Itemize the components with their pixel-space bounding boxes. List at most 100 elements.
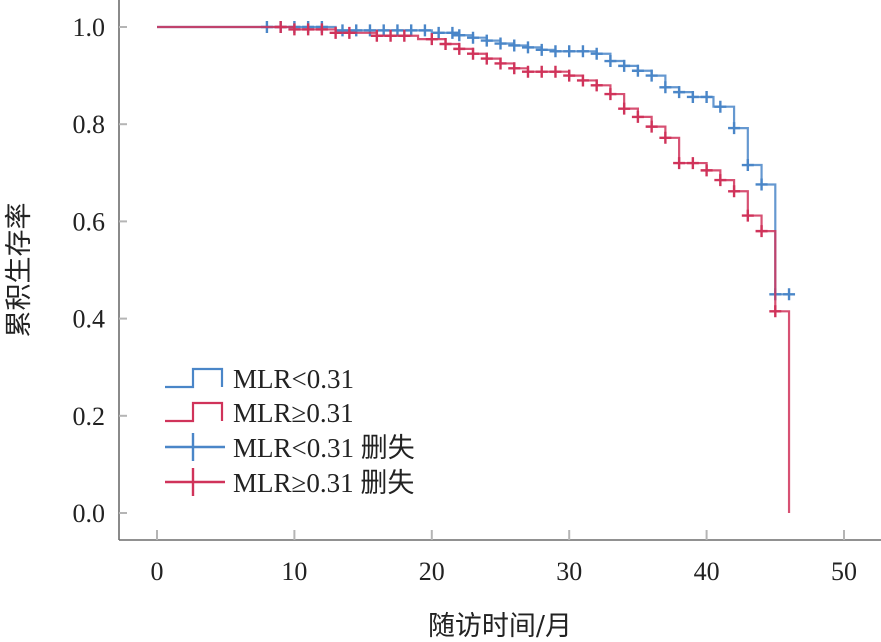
- x-tick-label: 20: [419, 557, 445, 586]
- censor-mark: [755, 225, 768, 238]
- y-ticks: 0.0 0.2 0.4 0.6 0.8 1.0: [73, 13, 127, 528]
- legend-label: MLR≥0.31: [233, 398, 354, 428]
- censor-mark: [432, 26, 445, 39]
- censor-mark: [645, 69, 658, 82]
- legend-label: MLR≥0.31 删失: [233, 468, 414, 498]
- censor-mark: [336, 24, 349, 37]
- censor-mark: [631, 64, 644, 77]
- legend-censor-symbol: [165, 468, 225, 496]
- censor-mark: [439, 38, 452, 51]
- y-tick-label: 0.8: [73, 110, 106, 139]
- censor-mark: [274, 21, 287, 33]
- censor-mark: [467, 47, 480, 60]
- censor-mark: [659, 131, 672, 144]
- censor-mark: [508, 62, 521, 75]
- legend-label: MLR<0.31: [233, 364, 354, 394]
- x-tick-label: 0: [151, 557, 164, 586]
- x-axis-title: 随访时间/月: [428, 611, 572, 642]
- x-tick-label: 50: [831, 557, 857, 586]
- censor-mark: [494, 37, 507, 50]
- censor-mark: [604, 88, 617, 101]
- censor-mark: [418, 24, 431, 37]
- y-tick-label: 1.0: [73, 13, 106, 42]
- legend-step-symbol: [165, 401, 224, 423]
- legend-item: MLR≥0.31: [165, 398, 354, 428]
- censor-mark: [398, 29, 411, 42]
- censor-mark: [467, 31, 480, 44]
- censor-mark: [480, 34, 493, 47]
- legend-label: MLR<0.31 删失: [233, 433, 415, 463]
- censor-mark: [563, 45, 576, 58]
- legend-step-symbol: [165, 367, 224, 389]
- legend-censor-symbol: [165, 433, 225, 461]
- censor-mark: [425, 33, 438, 46]
- censor-mark: [590, 79, 603, 92]
- censor-mark: [673, 157, 686, 170]
- x-tick-label: 30: [556, 557, 582, 586]
- censor-mark: [576, 74, 589, 87]
- legend: MLR<0.31 MLR≥0.31 MLR<0.31 删失 MLR≥0.31 删失: [165, 364, 415, 498]
- y-tick-label: 0.0: [73, 499, 106, 528]
- censor-mark: [728, 122, 741, 135]
- censor-mark: [405, 24, 418, 37]
- censor-mark: [446, 26, 459, 39]
- censor-mark: [521, 65, 534, 78]
- censor-mark: [741, 209, 754, 222]
- censor-mark: [686, 90, 699, 103]
- censor-mark: [508, 39, 521, 52]
- censor-mark: [659, 81, 672, 94]
- censor-mark: [604, 55, 617, 68]
- censor-mark: [391, 24, 404, 37]
- censor-mark: [728, 185, 741, 198]
- censor-mark: [535, 43, 548, 56]
- survival-curve: [157, 25, 790, 296]
- x-ticks: 0 10 20 30 40 50: [151, 530, 857, 586]
- censor-mark: [700, 90, 713, 103]
- y-tick-label: 0.4: [73, 305, 106, 334]
- series-layer: [157, 21, 796, 513]
- censor-mark: [329, 26, 342, 39]
- censor-mark: [370, 29, 383, 42]
- censor-mark: [673, 86, 686, 99]
- y-tick-label: 0.6: [73, 207, 106, 236]
- censor-mark: [453, 42, 466, 55]
- censor-mark: [618, 102, 631, 115]
- legend-item: MLR<0.31 删失: [165, 433, 415, 463]
- y-axis-title: 累积生存率: [4, 203, 35, 338]
- censor-mark: [700, 164, 713, 177]
- censor-mark: [315, 23, 328, 36]
- censor-mark: [494, 57, 507, 70]
- censor-mark: [549, 45, 562, 58]
- censor-mark: [343, 26, 356, 39]
- censor-mark: [590, 47, 603, 60]
- censor-mark: [563, 69, 576, 82]
- y-tick-label: 0.2: [73, 402, 106, 431]
- censor-mark: [453, 29, 466, 42]
- censor-mark: [714, 100, 727, 113]
- censor-mark: [714, 174, 727, 187]
- legend-item: MLR≥0.31 删失: [165, 468, 414, 498]
- axes: [118, 0, 881, 541]
- censor-mark: [521, 41, 534, 54]
- censor-mark: [576, 45, 589, 58]
- censor-mark: [769, 305, 782, 318]
- censor-mark: [618, 59, 631, 72]
- censor-mark: [350, 24, 363, 37]
- series-0: [157, 21, 796, 301]
- series-1: [157, 21, 791, 513]
- censor-mark: [535, 65, 548, 78]
- censor-mark: [363, 24, 376, 37]
- censor-mark: [783, 288, 796, 301]
- censor-mark: [480, 52, 493, 65]
- x-tick-label: 10: [281, 557, 307, 586]
- censor-mark: [384, 29, 397, 42]
- x-tick-label: 40: [694, 557, 720, 586]
- censor-mark: [288, 23, 301, 36]
- censor-mark: [302, 23, 315, 36]
- legend-item: MLR<0.31: [165, 364, 354, 394]
- censor-mark: [645, 120, 658, 133]
- censor-mark: [549, 65, 562, 78]
- censor-mark: [741, 159, 754, 172]
- censor-mark: [686, 157, 699, 170]
